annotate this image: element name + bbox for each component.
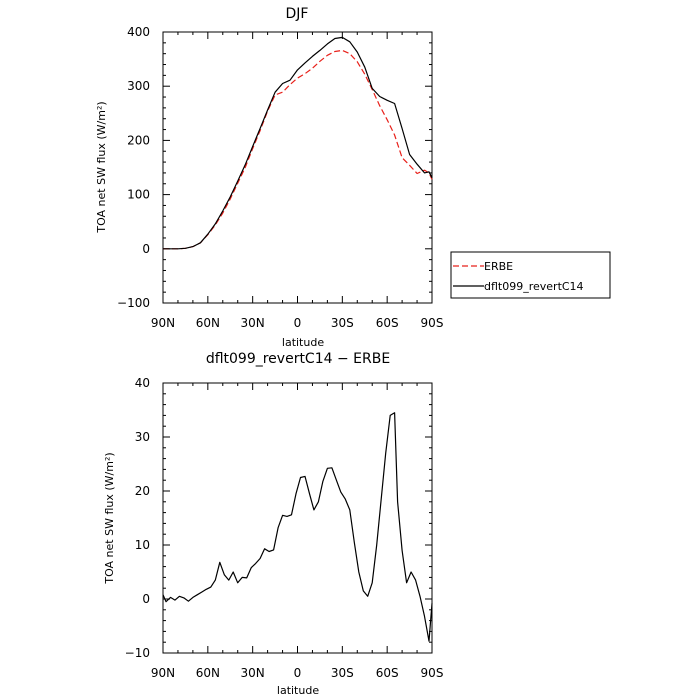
top-x-tick-label: 0: [294, 316, 302, 330]
top-x-axis-label: latitude: [282, 336, 324, 349]
top-panel: DJF −100 0 100 200 300 400 90N 60N 30N 0 30S 60S 90S…: [95, 6, 611, 349]
bottom-chart-title: dflt099_revertC14 − ERBE: [206, 351, 390, 367]
top-y-tick-label: −100: [117, 296, 150, 310]
bottom-y-tick-label: 40: [135, 376, 150, 390]
top-chart-title: DJF: [286, 6, 309, 22]
top-plot-area: −100 0 100 200 300 400 90N 60N 30N 0 30S 60S 90S: [117, 25, 443, 330]
legend-label-erbe: ERBE: [484, 260, 513, 273]
bottom-y-tick-label: 10: [135, 538, 150, 552]
bottom-y-tick-label: −10: [125, 646, 150, 660]
top-x-tick-label: 90S: [421, 316, 444, 330]
top-y-axis-label: TOA net SW flux (W/m²): [95, 101, 108, 233]
bottom-x-tick-label: 90S: [421, 666, 444, 680]
top-y-tick-label: 300: [127, 79, 150, 93]
top-series-line-0: [163, 49, 433, 250]
top-plot-frame: [162, 31, 433, 304]
legend-box: [450, 251, 611, 299]
bottom-y-tick-label: 0: [142, 592, 150, 606]
top-x-tick-label: 30N: [241, 316, 265, 330]
bottom-x-tick-label: 90N: [151, 666, 175, 680]
top-y-tick-label: 200: [127, 133, 150, 147]
top-series-line-1: [163, 36, 433, 250]
bottom-x-tick-label: 0: [294, 666, 302, 680]
bottom-y-axis-label: TOA net SW flux (W/m²): [103, 452, 116, 584]
bottom-y-tick-label: 20: [135, 484, 150, 498]
bottom-x-tick-label: 60N: [196, 666, 220, 680]
legend-label-model: dflt099_revertC14: [484, 280, 584, 293]
bottom-plot-frame: [162, 382, 433, 654]
top-y-tick-label: 400: [127, 25, 150, 39]
bottom-plot-area: −10 0 10 20 30 40 90N 60N 30N 0 30S 60S 90S: [125, 376, 444, 680]
bottom-x-tick-label: 30S: [331, 666, 354, 680]
bottom-panel: dflt099_revertC14 − ERBE −10 0 10 20 30 40 90N…: [103, 351, 443, 697]
top-x-tick-label: 90N: [151, 316, 175, 330]
bottom-x-tick-label: 60S: [376, 666, 399, 680]
bottom-series-line-0: [162, 412, 433, 642]
top-y-tick-label: 100: [127, 188, 150, 202]
bottom-y-tick-label: 30: [135, 430, 150, 444]
bottom-x-axis-label: latitude: [277, 684, 319, 697]
top-y-tick-label: 0: [142, 242, 150, 256]
top-x-tick-label: 30S: [331, 316, 354, 330]
legend: ERBE dflt099_revertC14: [450, 251, 611, 299]
bottom-x-tick-label: 30N: [241, 666, 265, 680]
top-x-tick-label: 60N: [196, 316, 220, 330]
top-x-tick-label: 60S: [376, 316, 399, 330]
